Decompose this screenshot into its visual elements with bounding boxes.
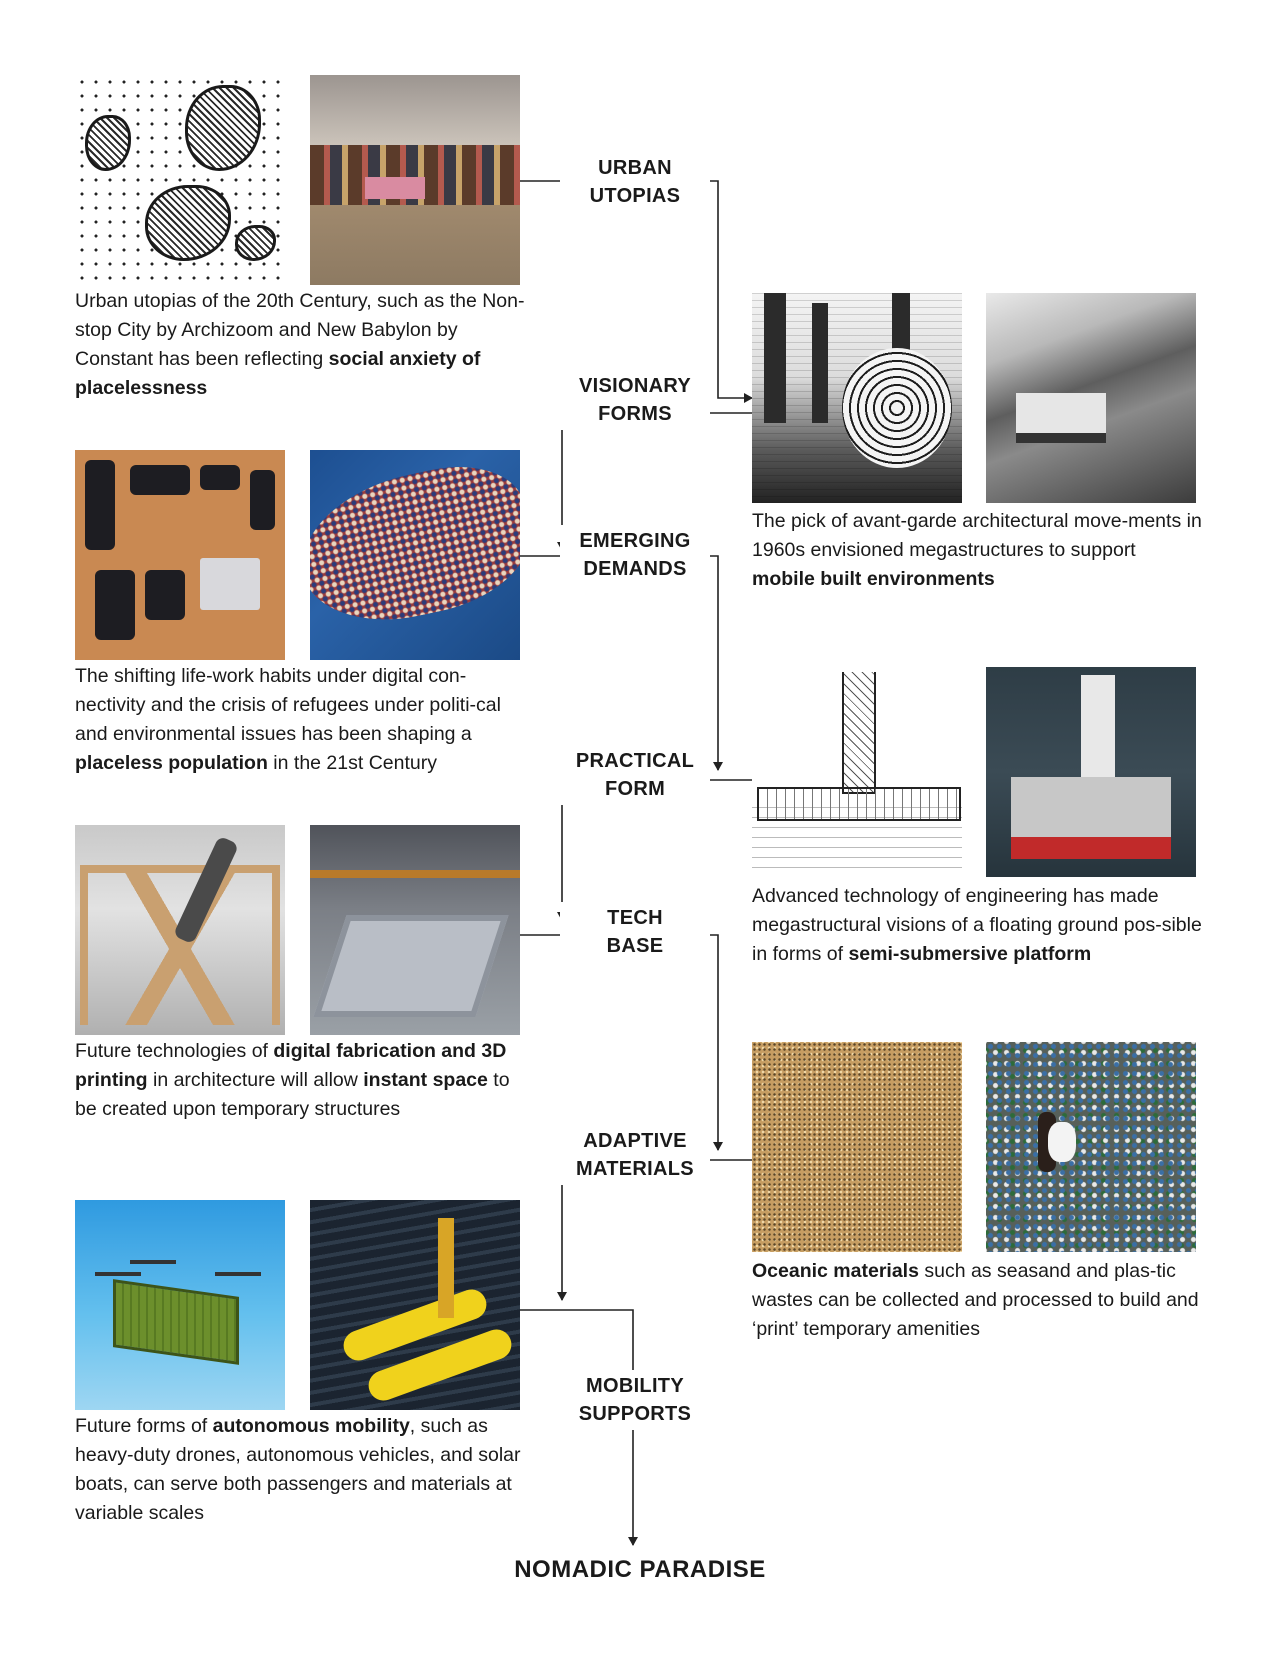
nomad-gear-flatlay-image (75, 450, 285, 660)
stage-label-line: UTOPIAS (560, 182, 710, 210)
caption-urban-utopias: Urban utopias of the 20th Century, such … (75, 287, 525, 403)
stage-label-line: ADAPTIVE (560, 1127, 710, 1155)
stage-label-line: DEMANDS (560, 555, 710, 583)
caption-emphasis: semi-submersive platform (848, 943, 1091, 965)
caption-adaptive-materials: Oceanic materials such as seasand and pl… (752, 1257, 1202, 1344)
caption-practical-form: Advanced technology of engineering has m… (752, 882, 1202, 969)
stage-label-line: SUPPORTS (560, 1400, 710, 1428)
stage-tech-base: TECH BASE (560, 902, 710, 962)
caption-text: Future technologies of (75, 1040, 273, 1062)
caption-emphasis: mobile built environments (752, 568, 995, 590)
stage-label-line: TECH (560, 904, 710, 932)
stage-label-line: MATERIALS (560, 1155, 710, 1183)
stage-label-line: VISIONARY (560, 372, 710, 400)
stage-label-line: URBAN (560, 154, 710, 182)
refugee-boat-image (310, 450, 520, 660)
cargo-drone-image (75, 1200, 285, 1410)
connector-emerging-to-practical (520, 556, 718, 770)
caption-emphasis: placeless population (75, 752, 268, 774)
robotic-fabrication-image (75, 825, 285, 1035)
seasand-texture-image (752, 1042, 962, 1252)
caption-tech-base: Future technologies of digital fabricati… (75, 1037, 525, 1124)
plastic-waste-image (986, 1042, 1196, 1252)
semi-submersible-drawing-image (752, 667, 962, 877)
megastructure-image (752, 293, 962, 503)
caption-text: in architecture will allow (148, 1069, 364, 1091)
stage-label-line: BASE (560, 932, 710, 960)
caption-text: Future forms of (75, 1415, 213, 1437)
new-babylon-image (310, 75, 520, 285)
caption-visionary-forms: The pick of avant-garde architectural mo… (752, 507, 1202, 594)
connector-tech-to-adaptive (520, 935, 718, 1150)
stage-emerging-demands: EMERGING DEMANDS (560, 525, 710, 585)
stage-label-line: FORMS (560, 400, 710, 428)
caption-emerging-demands: The shifting life-work habits under digi… (75, 662, 525, 778)
caption-text: The shifting life-work habits under digi… (75, 665, 501, 745)
stage-label-line: PRACTICAL (560, 747, 710, 775)
caption-text: The pick of avant-garde architectural mo… (752, 510, 1202, 561)
offshore-aerial-image (986, 293, 1196, 503)
stage-urban-utopias: URBAN UTOPIAS (560, 152, 710, 212)
caption-mobility-supports: Future forms of autonomous mobility, suc… (75, 1412, 525, 1528)
3d-printing-house-image (310, 825, 520, 1035)
caption-text: in the 21st Century (268, 752, 437, 774)
connector-urban-to-visionary (520, 181, 752, 398)
stage-label-line: FORM (560, 775, 710, 803)
caption-emphasis: instant space (363, 1069, 488, 1091)
non-stop-city-image (75, 75, 285, 285)
stage-label-line: EMERGING (560, 527, 710, 555)
caption-emphasis: Oceanic materials (752, 1260, 919, 1282)
autonomous-solar-boat-image (310, 1200, 520, 1410)
stage-mobility-supports: MOBILITY SUPPORTS (560, 1370, 710, 1430)
caption-emphasis: autonomous mobility (213, 1415, 410, 1437)
stage-visionary-forms: VISIONARY FORMS (560, 370, 710, 430)
final-destination-label: NOMADIC PARADISE (480, 1556, 800, 1584)
stage-label-line: MOBILITY (560, 1372, 710, 1400)
stage-practical-form: PRACTICAL FORM (560, 745, 710, 805)
stage-adaptive-materials: ADAPTIVE MATERIALS (560, 1125, 710, 1185)
semi-submersible-platform-image (986, 667, 1196, 877)
